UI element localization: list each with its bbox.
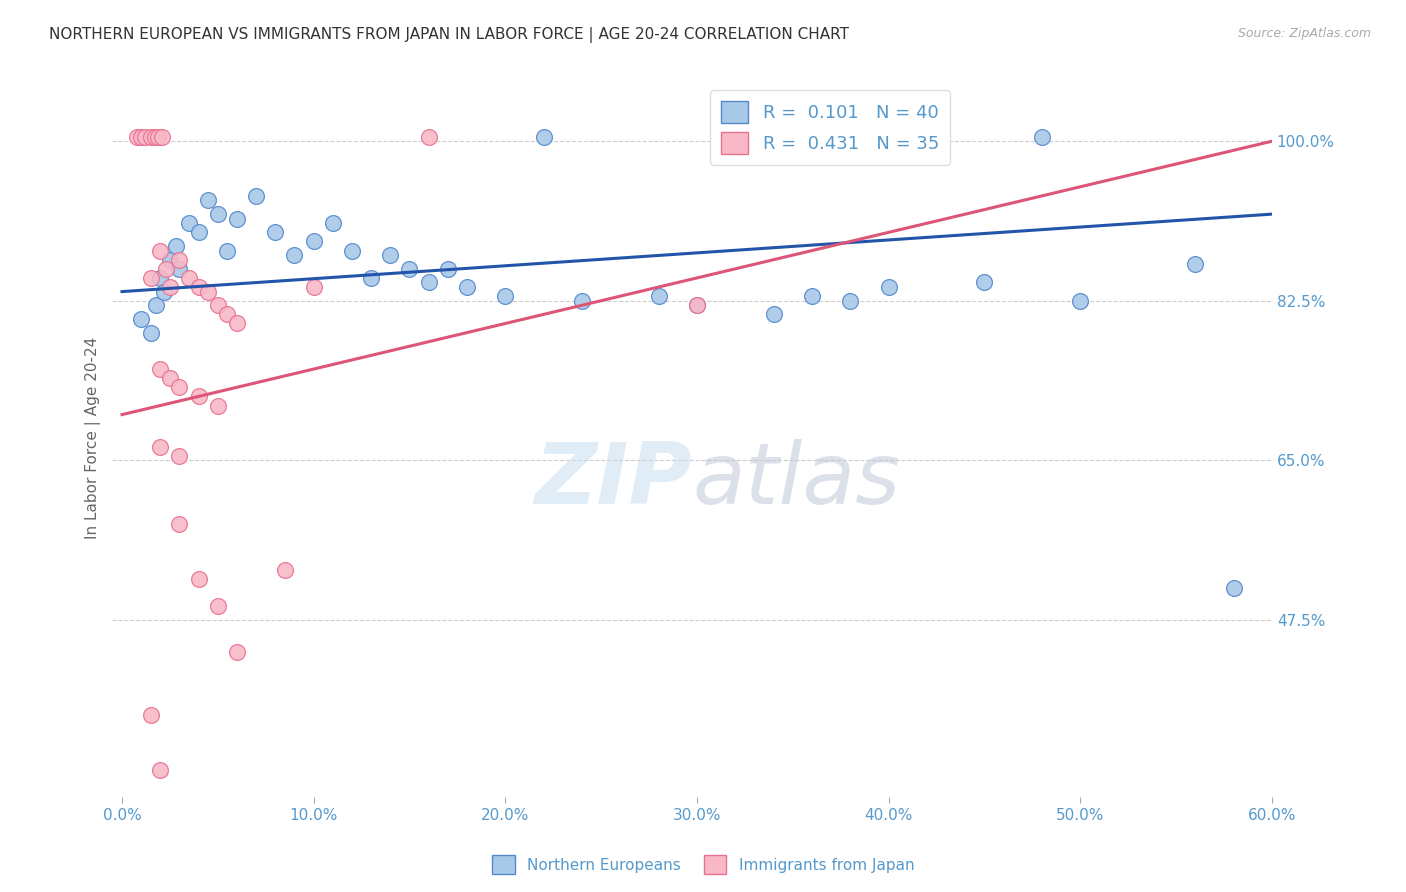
Point (302, 235, 325, 249)
Point (800, 289, 823, 303)
Point (322, 216, 344, 230)
Point (155, 261, 177, 276)
Point (207, 207, 229, 221)
Point (245, 189, 267, 203)
Point (207, 599, 229, 613)
Point (150, 129, 173, 144)
Point (187, 280, 209, 294)
Point (139, 326, 162, 340)
Point (494, 289, 516, 303)
Legend: R =  0.101   N = 40, R =  0.431   N = 35: R = 0.101 N = 40, R = 0.431 N = 35 (710, 90, 950, 165)
Point (360, 271, 382, 285)
Point (398, 261, 420, 276)
Point (139, 708, 162, 723)
Point (169, 516, 191, 531)
Point (1184, 257, 1206, 271)
Legend: Northern Europeans, Immigrants from Japan: Northern Europeans, Immigrants from Japa… (485, 849, 921, 880)
Point (533, 129, 555, 144)
Point (1031, 129, 1053, 144)
Text: Source: ZipAtlas.com: Source: ZipAtlas.com (1237, 27, 1371, 40)
Point (1069, 293, 1091, 308)
Point (877, 280, 900, 294)
Point (129, 129, 152, 144)
Point (973, 276, 995, 290)
Point (129, 312, 152, 326)
Y-axis label: In Labor Force | Age 20-24: In Labor Force | Age 20-24 (86, 336, 101, 539)
Point (134, 129, 156, 144)
Point (418, 276, 440, 290)
Point (127, 129, 149, 144)
Point (149, 763, 172, 777)
Point (571, 293, 593, 308)
Point (207, 399, 229, 413)
Point (148, 129, 170, 144)
Point (762, 307, 785, 321)
Point (169, 380, 191, 394)
Point (149, 362, 172, 376)
Point (207, 298, 229, 312)
Point (839, 293, 862, 308)
Point (139, 271, 162, 285)
Point (456, 280, 478, 294)
Point (283, 248, 305, 262)
Point (187, 572, 209, 586)
Text: atlas: atlas (692, 439, 900, 522)
Point (647, 289, 669, 303)
Point (177, 216, 200, 230)
Point (302, 280, 325, 294)
Point (159, 371, 181, 385)
Point (139, 129, 162, 144)
Point (226, 317, 249, 331)
Point (143, 129, 166, 144)
Text: NORTHERN EUROPEAN VS IMMIGRANTS FROM JAPAN IN LABOR FORCE | AGE 20-24 CORRELATIO: NORTHERN EUROPEAN VS IMMIGRANTS FROM JAP… (49, 27, 849, 43)
Point (197, 194, 219, 208)
Point (153, 285, 176, 299)
Point (217, 307, 239, 321)
Point (436, 261, 458, 276)
Point (217, 244, 239, 258)
Point (159, 280, 181, 294)
Point (380, 248, 402, 262)
Point (418, 129, 440, 144)
Point (149, 440, 172, 454)
Point (149, 244, 172, 258)
Point (145, 298, 167, 312)
Point (197, 285, 219, 299)
Point (187, 389, 209, 403)
Point (187, 225, 209, 239)
Point (226, 644, 249, 658)
Point (340, 244, 363, 258)
Point (1222, 581, 1244, 595)
Point (226, 211, 249, 226)
Point (165, 239, 187, 253)
Text: ZIP: ZIP (534, 439, 692, 522)
Point (169, 252, 191, 267)
Point (264, 225, 287, 239)
Point (149, 271, 172, 285)
Point (686, 298, 709, 312)
Point (159, 252, 181, 267)
Point (169, 261, 191, 276)
Point (169, 449, 191, 463)
Point (177, 271, 200, 285)
Point (686, 298, 709, 312)
Point (274, 563, 297, 577)
